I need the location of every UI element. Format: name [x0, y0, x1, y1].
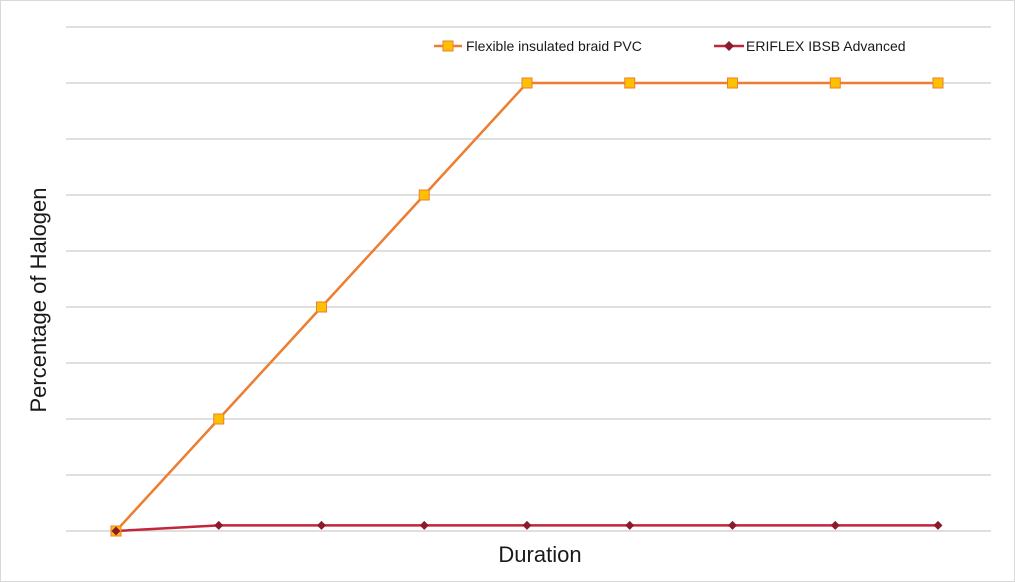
data-point-flexible-insulated-braid-pvc-3	[418, 189, 430, 201]
data-point-flexible-insulated-braid-pvc-2	[316, 301, 327, 313]
data-point-eriflex-ibsb-advanced-4	[522, 520, 532, 530]
series-markers	[110, 77, 944, 537]
data-point-eriflex-ibsb-advanced-8	[933, 520, 943, 530]
data-point-eriflex-ibsb-advanced-3	[419, 520, 429, 530]
data-point-eriflex-ibsb-advanced-7	[830, 520, 840, 530]
legend-entry-eriflex-ibsb: ERIFLEX IBSB Advanced	[714, 38, 906, 54]
data-point-flexible-insulated-braid-pvc-4	[521, 77, 533, 89]
data-point-flexible-insulated-braid-pvc-7	[829, 77, 841, 89]
legend: Flexible insulated braid PVC ERIFLEX IBS…	[434, 38, 906, 54]
data-point-flexible-insulated-braid-pvc-6	[727, 77, 738, 89]
data-point-flexible-insulated-braid-pvc-1	[213, 413, 225, 425]
legend-marker-eriflex-ibsb	[724, 41, 734, 51]
data-point-eriflex-ibsb-advanced-0	[111, 526, 121, 536]
legend-label-flexible-braid: Flexible insulated braid PVC	[466, 38, 642, 54]
data-point-flexible-insulated-braid-pvc-5	[624, 77, 636, 89]
legend-entry-flexible-braid: Flexible insulated braid PVC	[434, 38, 642, 54]
data-point-eriflex-ibsb-advanced-2	[317, 520, 326, 530]
data-point-eriflex-ibsb-advanced-5	[625, 520, 635, 530]
y-axis-title: Percentage of Halogen	[26, 187, 51, 412]
gridlines	[66, 26, 991, 532]
data-point-eriflex-ibsb-advanced-1	[214, 520, 224, 530]
data-point-flexible-insulated-braid-pvc-8	[932, 77, 944, 89]
legend-label-eriflex-ibsb: ERIFLEX IBSB Advanced	[746, 38, 906, 54]
x-axis-title: Duration	[498, 542, 581, 567]
legend-marker-flexible-braid	[442, 40, 454, 52]
data-point-eriflex-ibsb-advanced-6	[728, 520, 737, 530]
